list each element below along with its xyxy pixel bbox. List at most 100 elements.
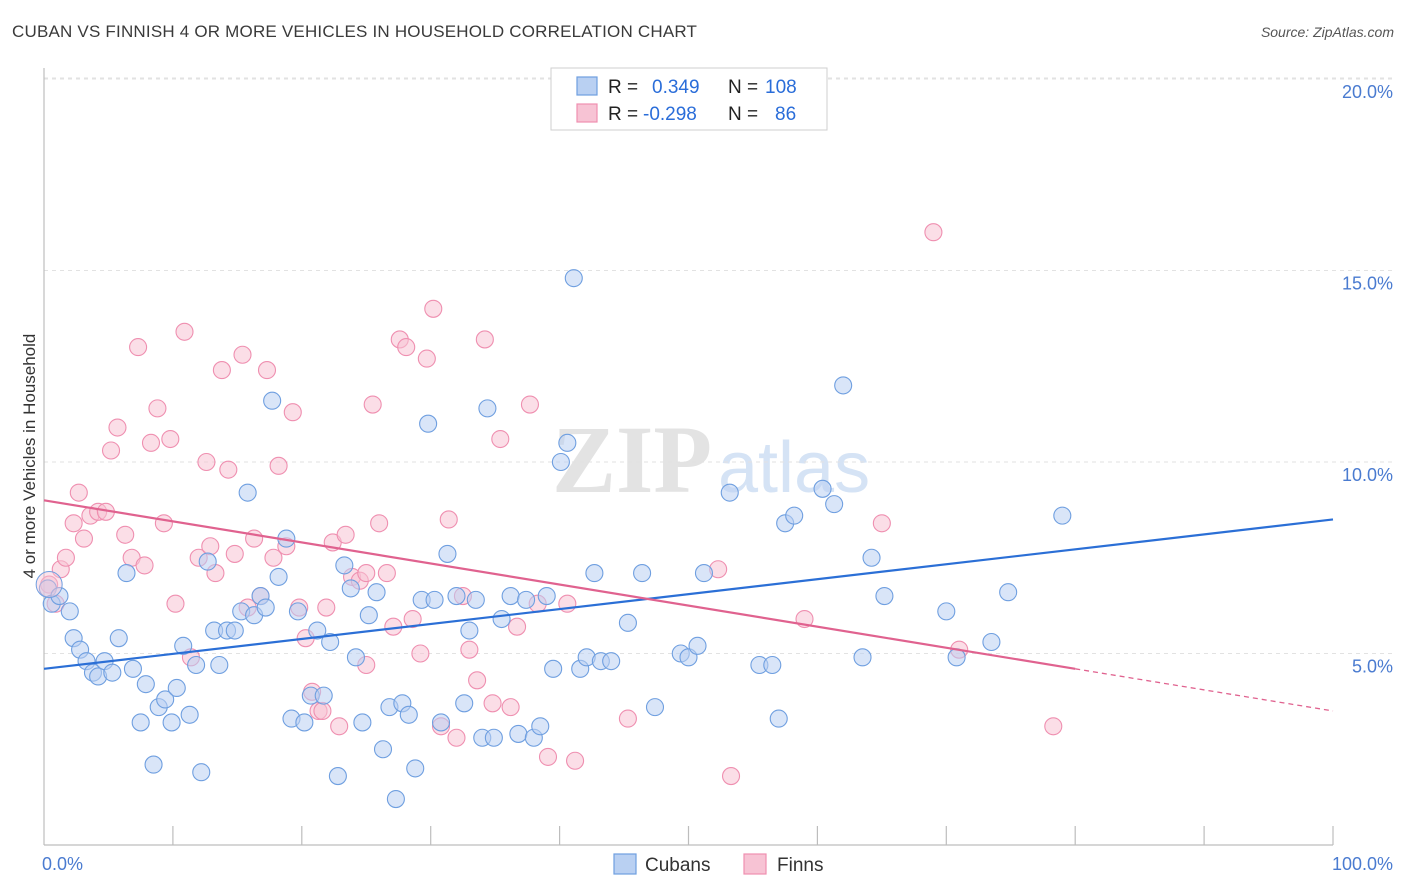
point-finns	[618, 709, 637, 728]
point-cubans	[492, 609, 511, 629]
point-finns	[129, 338, 148, 357]
point-cubans	[447, 586, 466, 606]
point-cubans	[256, 598, 275, 617]
point-cubans	[156, 690, 175, 709]
point-cubans	[123, 659, 142, 678]
point-cubans	[558, 433, 577, 452]
point-finns	[363, 395, 382, 414]
point-cubans	[373, 740, 393, 759]
point-cubans	[825, 495, 844, 514]
point-cubans	[544, 659, 563, 678]
point-cubans	[602, 652, 621, 671]
point-cubans	[314, 686, 333, 705]
legend-bottom-swatch-finns	[743, 853, 767, 875]
point-cubans	[386, 789, 405, 809]
point-cubans	[813, 479, 832, 498]
point-finns	[460, 640, 479, 659]
y-tick-label: 10.0%	[1342, 465, 1393, 485]
point-cubans	[144, 755, 163, 774]
legend-swatch-finns	[576, 103, 598, 123]
point-finns	[483, 694, 502, 713]
trend-lines	[43, 499, 1334, 712]
point-cubans	[564, 269, 583, 288]
legend-top: R = 0.349 N = 108 R = -0.298 N = 86	[550, 67, 828, 131]
point-cubans	[117, 564, 136, 583]
point-finns	[468, 671, 487, 690]
y-axis-label: 4 or more Vehicles in Household	[20, 334, 39, 579]
point-cubans	[346, 648, 365, 667]
point-finns	[491, 429, 510, 449]
x-tick-label-min: 0.0%	[42, 854, 83, 874]
legend-n-value-finns: 86	[775, 104, 796, 125]
point-cubans	[720, 483, 739, 502]
legend-r-label-cubans: R =	[608, 77, 638, 98]
legend-n-label-finns: N =	[728, 104, 758, 125]
point-cubans	[167, 678, 186, 698]
point-cubans	[551, 452, 570, 472]
point-cubans	[328, 767, 347, 786]
point-cubans	[187, 655, 206, 675]
point-cubans	[455, 694, 474, 713]
point-cluster	[35, 571, 63, 599]
point-finns	[403, 609, 422, 629]
point-cubans	[937, 602, 956, 621]
point-cubans	[769, 709, 788, 728]
point-finns	[148, 399, 167, 418]
point-cubans	[367, 583, 386, 602]
legend-bottom-label-finns: Finns	[777, 855, 823, 876]
point-cubans	[225, 621, 244, 640]
point-cubans	[210, 655, 229, 675]
point-finns	[520, 395, 540, 414]
point-finns	[397, 338, 416, 357]
point-cubans	[425, 590, 444, 609]
trend-line-finns	[43, 499, 1076, 670]
point-finns	[357, 564, 376, 583]
point-cubans	[484, 728, 503, 747]
point-finns	[538, 747, 558, 766]
legend-bottom: Cubans Finns	[613, 853, 823, 876]
point-cubans	[419, 414, 438, 433]
point-cubans	[509, 724, 528, 743]
point-cubans	[198, 552, 217, 571]
point-finns	[135, 556, 154, 575]
point-finns	[74, 529, 94, 548]
trend-line-cubans	[43, 518, 1334, 670]
legend-bottom-swatch-cubans	[613, 853, 637, 875]
point-cubans	[785, 506, 804, 525]
point-cubans	[618, 613, 637, 632]
point-cubans	[431, 713, 451, 732]
point-cubans	[288, 602, 307, 621]
point-finns	[721, 767, 741, 786]
point-cubans	[460, 621, 479, 640]
watermark-zip: ZIP	[552, 406, 712, 513]
point-cubans	[174, 636, 193, 655]
point-cubans	[501, 586, 520, 606]
point-finns	[924, 223, 943, 242]
point-finns	[330, 717, 349, 736]
y-tick-label: 15.0%	[1342, 274, 1393, 294]
point-finns	[377, 564, 396, 583]
point-finns	[64, 514, 83, 533]
trend-line-finns-extrapolated	[1075, 668, 1334, 712]
point-cubans	[688, 636, 707, 655]
point-cubans	[109, 629, 128, 648]
series-cubans-points	[35, 269, 1072, 809]
legend-n-label-cubans: N =	[728, 77, 758, 98]
point-finns	[317, 598, 336, 617]
point-cubans	[341, 579, 360, 598]
x-axis-ticks	[172, 826, 1334, 845]
point-cubans	[763, 655, 782, 675]
point-cubans	[295, 713, 314, 732]
point-finns	[269, 456, 288, 475]
point-cubans	[131, 713, 150, 732]
point-finns	[101, 441, 121, 460]
point-finns	[201, 537, 220, 556]
point-cubans	[359, 606, 378, 625]
point-finns	[108, 418, 127, 437]
point-cubans	[633, 564, 652, 583]
point-finns	[336, 525, 355, 544]
point-cubans	[136, 675, 155, 694]
point-cubans	[438, 544, 457, 563]
point-finns	[161, 429, 180, 449]
point-finns	[1044, 717, 1063, 736]
